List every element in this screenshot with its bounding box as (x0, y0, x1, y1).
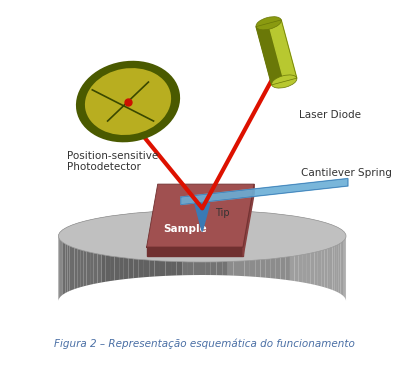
Polygon shape (155, 211, 160, 276)
Polygon shape (290, 216, 294, 281)
Polygon shape (146, 184, 254, 247)
Polygon shape (228, 210, 234, 276)
Polygon shape (335, 226, 337, 292)
Polygon shape (160, 211, 166, 276)
Polygon shape (101, 217, 106, 282)
Polygon shape (83, 221, 87, 286)
Polygon shape (61, 230, 63, 296)
Polygon shape (64, 228, 66, 294)
Ellipse shape (77, 62, 179, 141)
Polygon shape (315, 220, 318, 286)
Ellipse shape (85, 68, 171, 135)
Polygon shape (211, 210, 216, 275)
Polygon shape (299, 217, 303, 282)
Text: Figura 2 – Representação esquemática do funcionamento: Figura 2 – Representação esquemática do … (54, 338, 355, 349)
Polygon shape (271, 213, 276, 279)
Polygon shape (303, 217, 307, 283)
Polygon shape (188, 210, 193, 275)
Polygon shape (72, 224, 74, 290)
Polygon shape (311, 219, 315, 285)
Text: Sample: Sample (164, 224, 207, 234)
Polygon shape (67, 226, 70, 292)
Polygon shape (222, 210, 228, 275)
Polygon shape (285, 215, 290, 280)
Polygon shape (343, 231, 344, 297)
Polygon shape (243, 184, 254, 256)
Polygon shape (124, 214, 129, 279)
Polygon shape (98, 217, 101, 283)
Polygon shape (181, 178, 348, 204)
Polygon shape (324, 222, 327, 288)
Polygon shape (87, 220, 90, 286)
Polygon shape (177, 210, 182, 275)
Polygon shape (234, 211, 239, 276)
Polygon shape (250, 211, 255, 277)
Polygon shape (149, 211, 155, 277)
Polygon shape (182, 210, 188, 275)
Polygon shape (94, 218, 98, 284)
Polygon shape (74, 223, 77, 289)
Polygon shape (216, 210, 222, 275)
Text: Tip: Tip (215, 208, 230, 218)
Polygon shape (195, 204, 210, 232)
Polygon shape (339, 228, 340, 294)
Polygon shape (256, 23, 284, 85)
Polygon shape (340, 229, 342, 295)
Polygon shape (146, 247, 243, 256)
Polygon shape (276, 214, 281, 279)
Polygon shape (119, 214, 124, 280)
Polygon shape (115, 215, 119, 280)
Polygon shape (318, 221, 321, 286)
Polygon shape (139, 212, 144, 278)
Polygon shape (110, 216, 115, 281)
Polygon shape (60, 231, 61, 297)
Polygon shape (80, 221, 83, 287)
Polygon shape (171, 210, 177, 276)
Polygon shape (281, 214, 285, 280)
Polygon shape (199, 210, 205, 275)
Text: Laser Diode: Laser Diode (299, 111, 361, 121)
Polygon shape (144, 212, 149, 277)
Ellipse shape (58, 210, 346, 262)
Polygon shape (77, 222, 80, 288)
Polygon shape (90, 219, 94, 285)
Polygon shape (66, 227, 67, 293)
Polygon shape (294, 216, 299, 282)
Polygon shape (134, 213, 139, 278)
Polygon shape (70, 225, 72, 291)
Polygon shape (59, 232, 60, 298)
Polygon shape (239, 211, 245, 276)
Polygon shape (342, 230, 343, 296)
Polygon shape (307, 218, 311, 284)
Polygon shape (166, 211, 171, 276)
Polygon shape (193, 210, 199, 275)
Polygon shape (345, 233, 346, 299)
Polygon shape (63, 229, 64, 295)
Polygon shape (337, 227, 339, 293)
Polygon shape (261, 212, 266, 278)
Polygon shape (106, 216, 110, 282)
Polygon shape (205, 210, 211, 275)
Polygon shape (245, 211, 250, 276)
Polygon shape (327, 223, 330, 289)
Text: Cantilever Spring: Cantilever Spring (301, 168, 392, 178)
Polygon shape (321, 221, 324, 287)
Polygon shape (269, 20, 297, 82)
Polygon shape (266, 213, 271, 278)
Text: Position-sensitive
Photodetector: Position-sensitive Photodetector (67, 151, 158, 172)
Polygon shape (333, 225, 335, 291)
Polygon shape (344, 232, 345, 298)
Ellipse shape (256, 17, 281, 30)
Ellipse shape (272, 75, 297, 88)
Polygon shape (129, 213, 134, 279)
Polygon shape (330, 224, 333, 290)
Polygon shape (255, 212, 261, 277)
